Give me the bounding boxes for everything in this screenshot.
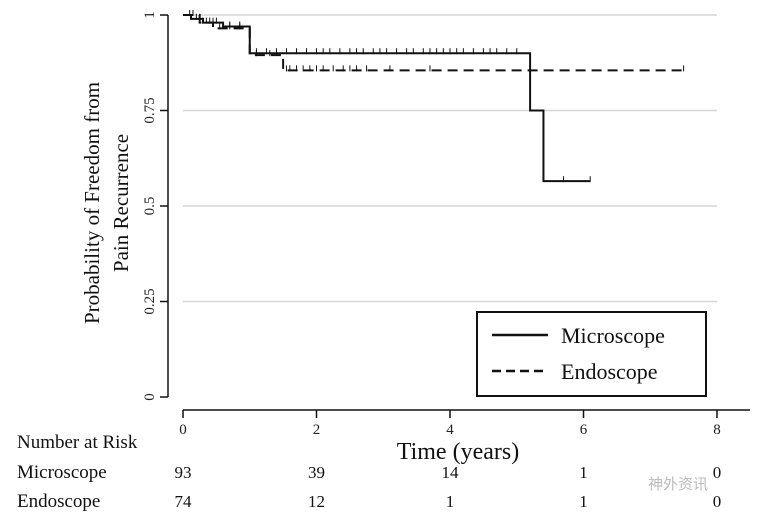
legend-label-microscope: Microscope xyxy=(561,323,665,348)
y-axis-label-line-2: Pain Recurrence xyxy=(109,134,133,272)
x-tick-label: 4 xyxy=(446,422,454,438)
y-axis-label-line-1: Probability of Freedom from xyxy=(80,82,104,324)
risk-table: Number at Risk Microscope Endoscope 93 39… xyxy=(17,432,721,512)
risk-value: 1 xyxy=(446,492,455,511)
gridlines xyxy=(183,14,717,303)
y-tick-label: 0 xyxy=(142,393,158,401)
y-tick-label: 0.5 xyxy=(142,197,158,216)
risk-row-label-microscope: Microscope xyxy=(17,462,107,483)
risk-table-values: 93 39 14 1 0 74 12 1 1 0 xyxy=(175,463,722,511)
watermark-text: 神外资讯 xyxy=(648,476,708,493)
risk-value: 0 xyxy=(713,492,722,511)
risk-value: 74 xyxy=(175,492,193,511)
risk-value: 0 xyxy=(713,463,722,482)
survival-curve-microscope xyxy=(183,14,591,183)
risk-value: 14 xyxy=(442,463,460,482)
survival-curve-endoscope xyxy=(183,14,684,72)
y-tick-label: 0.75 xyxy=(142,97,158,123)
survival-curves xyxy=(183,10,685,183)
legend: Microscope Endoscope xyxy=(476,311,707,397)
y-tick-label: 0.25 xyxy=(142,288,158,314)
y-axis-ticks: 0 0.25 0.5 0.75 1 xyxy=(142,11,168,401)
risk-value: 12 xyxy=(308,492,325,511)
y-tick-label: 1 xyxy=(142,11,158,19)
legend-box xyxy=(476,311,707,397)
risk-value: 1 xyxy=(579,463,588,482)
x-tick-label: 8 xyxy=(713,422,721,438)
risk-row-label-endoscope: Endoscope xyxy=(17,491,100,512)
x-axis-ticks: 0 2 4 6 8 xyxy=(179,410,721,438)
risk-table-title: Number at Risk xyxy=(17,432,138,453)
x-tick-label: 0 xyxy=(179,422,187,438)
risk-value: 93 xyxy=(175,463,192,482)
x-axis-label: Time (years) xyxy=(397,439,519,465)
legend-label-endoscope: Endoscope xyxy=(561,359,658,384)
x-tick-label: 2 xyxy=(313,422,321,438)
risk-value: 1 xyxy=(579,492,588,511)
x-tick-label: 6 xyxy=(580,422,588,438)
risk-value: 39 xyxy=(308,463,325,482)
